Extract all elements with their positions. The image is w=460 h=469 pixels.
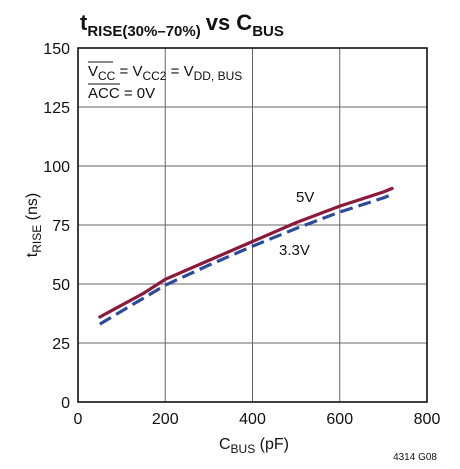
y-tick-label: 75 [52, 218, 70, 235]
x-tick-label: 600 [326, 411, 353, 428]
x-tick-label: 0 [74, 411, 83, 428]
condition-vcc: VCC = VCC2 = VDD, BUS [88, 63, 242, 83]
series-label-3-3v: 3.3V [279, 242, 310, 259]
y-tick-labels: 0 25 50 75 100 125 150 [43, 41, 70, 412]
y-axis-label: tRISE (ns) [24, 193, 44, 257]
plot-frame [77, 47, 428, 403]
y-tick-label: 0 [61, 395, 70, 412]
y-tick-label: 50 [52, 277, 70, 294]
grid [78, 48, 427, 402]
series-line-5v [98, 186, 394, 319]
x-tick-label: 400 [239, 411, 266, 428]
chart-title: tRISE(30%–70%) vs CBUS [80, 10, 284, 40]
y-tick-label: 25 [52, 336, 70, 353]
y-tick-label: 100 [43, 159, 70, 176]
y-tick-label: 150 [43, 41, 70, 58]
x-tick-labels: 0 200 400 600 800 [74, 411, 441, 428]
figure-code: 4314 G08 [393, 452, 437, 463]
x-tick-label: 200 [152, 411, 179, 428]
y-tick-label: 125 [43, 100, 70, 117]
x-axis-label: CBUS (pF) [219, 436, 289, 456]
series-line-3-3v [98, 192, 393, 326]
x-tick-label: 800 [414, 411, 441, 428]
series-label-5v: 5V [296, 189, 314, 206]
condition-acc: ACC = 0V [88, 85, 155, 102]
